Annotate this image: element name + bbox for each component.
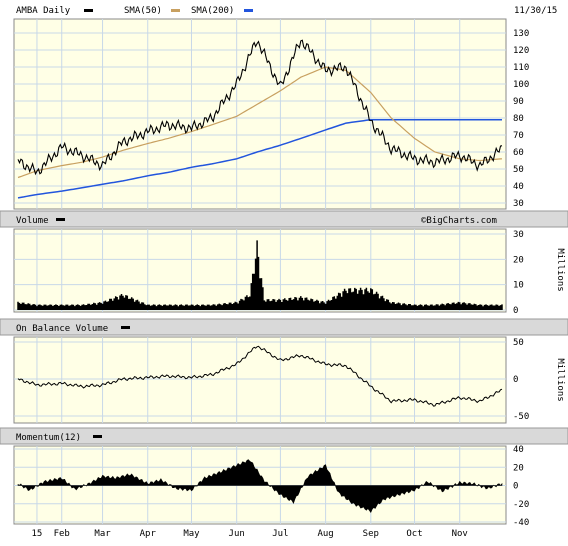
obv-band (0, 318, 568, 336)
obv-unit-label: Millions (555, 358, 565, 401)
obv-tick-label: 50 (513, 338, 524, 348)
sma50-line (17, 66, 503, 179)
x-axis-label: Apr (140, 529, 157, 539)
obv-tick-label: -50 (513, 412, 529, 422)
x-axis-label: Aug (317, 529, 333, 539)
obv-tick-label: 0 (513, 375, 518, 385)
volume-y-ticks: 30 20 10 0 (513, 230, 524, 316)
price-tick-label: 130 (513, 29, 529, 39)
volume-band (0, 210, 568, 228)
volume-bars (17, 240, 503, 310)
x-axis-label: Mar (94, 529, 111, 539)
momentum-tick-label: 20 (513, 463, 524, 473)
price-legend-swatch (84, 9, 93, 12)
obv-panel (13, 336, 507, 424)
price-tick-label: 30 (513, 199, 524, 209)
symbol-label: AMBA Daily (16, 6, 71, 16)
volume-legend-swatch (56, 218, 65, 221)
header-band (0, 0, 568, 19)
momentum-tick-label: 40 (513, 445, 524, 455)
bigcharts-watermark: ©BigCharts.com (421, 216, 497, 226)
price-tick-label: 60 (513, 148, 524, 158)
price-tick-label: 110 (513, 63, 529, 73)
obv-legend-swatch (121, 326, 130, 329)
momentum-legend-swatch (93, 435, 102, 438)
x-axis-label: Feb (54, 529, 70, 539)
x-axis-label: Jul (272, 529, 288, 539)
momentum-band (0, 427, 568, 445)
obv-y-ticks: 50 0 -50 (513, 338, 529, 422)
price-tick-label: 90 (513, 97, 524, 107)
obv-grid (14, 337, 506, 423)
price-tick-label: 100 (513, 80, 529, 90)
volume-unit-label: Millions (555, 248, 565, 291)
sma200-label: SMA(200) (191, 6, 234, 16)
momentum-title: Momentum(12) (16, 433, 81, 443)
price-y-ticks: 130 120 110 100 90 80 70 60 50 40 30 (513, 29, 529, 209)
price-panel (13, 18, 507, 210)
obv-line (17, 345, 503, 407)
sma200-line (17, 118, 502, 199)
x-axis-labels: 15 Feb Mar Apr May Jun Jul Aug Sep Oct Nov (32, 529, 468, 539)
x-axis-label: Sep (363, 529, 379, 539)
sma50-label: SMA(50) (124, 6, 162, 16)
momentum-tick-label: -40 (513, 518, 529, 528)
volume-tick-label: 20 (513, 255, 524, 265)
volume-title: Volume (16, 216, 49, 226)
price-tick-label: 120 (513, 46, 529, 56)
momentum-tick-label: 0 (513, 482, 518, 492)
momentum-area (17, 459, 503, 514)
volume-tick-label: 0 (513, 306, 518, 316)
price-line (17, 39, 503, 176)
obv-title: On Balance Volume (16, 324, 108, 334)
volume-tick-label: 30 (513, 230, 524, 240)
price-tick-label: 80 (513, 114, 524, 124)
price-tick-label: 40 (513, 182, 524, 192)
header-date: 11/30/15 (514, 6, 557, 16)
x-axis-label: Nov (452, 529, 468, 539)
x-axis-label: May (183, 529, 200, 539)
x-axis-label: Oct (406, 529, 422, 539)
momentum-tick-label: -20 (513, 500, 529, 510)
x-axis-label: Jun (229, 529, 245, 539)
volume-tick-label: 10 (513, 281, 524, 291)
momentum-y-ticks: 40 20 0 -20 -40 (513, 445, 529, 528)
price-tick-label: 70 (513, 131, 524, 141)
sma200-legend-swatch (244, 9, 253, 12)
price-tick-label: 50 (513, 165, 524, 175)
sma50-legend-swatch (171, 9, 180, 12)
x-axis-label: 15 (32, 529, 43, 539)
